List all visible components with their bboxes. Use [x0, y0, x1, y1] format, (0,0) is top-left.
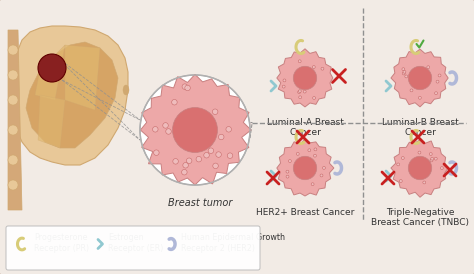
Polygon shape	[8, 30, 22, 210]
Text: Progesterone
Receptor (PR): Progesterone Receptor (PR)	[34, 233, 89, 253]
Circle shape	[313, 154, 317, 157]
Polygon shape	[250, 122, 252, 138]
Circle shape	[226, 127, 231, 132]
Circle shape	[283, 79, 286, 82]
Circle shape	[431, 157, 434, 160]
Circle shape	[219, 134, 224, 140]
Circle shape	[173, 107, 218, 153]
Circle shape	[322, 166, 325, 169]
Circle shape	[172, 99, 177, 105]
Circle shape	[8, 95, 18, 105]
Circle shape	[313, 96, 316, 99]
Circle shape	[298, 60, 301, 63]
Circle shape	[400, 180, 402, 182]
Circle shape	[397, 163, 400, 166]
Circle shape	[312, 65, 315, 68]
Circle shape	[8, 125, 18, 135]
Circle shape	[418, 151, 421, 154]
Circle shape	[438, 74, 441, 77]
Circle shape	[435, 92, 438, 95]
Circle shape	[314, 148, 317, 151]
Circle shape	[153, 127, 158, 132]
Circle shape	[286, 170, 289, 173]
Polygon shape	[65, 45, 100, 110]
Circle shape	[185, 85, 190, 91]
Text: Human Epidermal Growth
Receptor 2 (HER2): Human Epidermal Growth Receptor 2 (HER2)	[181, 233, 285, 253]
Ellipse shape	[123, 85, 129, 95]
Circle shape	[308, 149, 311, 152]
Circle shape	[423, 181, 426, 184]
Circle shape	[213, 163, 219, 169]
Circle shape	[311, 183, 314, 185]
Circle shape	[8, 155, 18, 165]
Circle shape	[434, 157, 437, 160]
Circle shape	[289, 160, 292, 162]
Circle shape	[166, 129, 171, 134]
Circle shape	[429, 153, 432, 155]
Circle shape	[299, 90, 301, 93]
Circle shape	[182, 84, 188, 89]
Circle shape	[403, 70, 406, 73]
Circle shape	[163, 123, 168, 128]
Polygon shape	[26, 42, 118, 148]
Circle shape	[227, 153, 233, 158]
Circle shape	[408, 156, 432, 180]
Circle shape	[8, 180, 18, 190]
Circle shape	[303, 90, 306, 93]
Text: HER2+ Breast Cancer: HER2+ Breast Cancer	[256, 208, 354, 217]
Circle shape	[405, 75, 408, 78]
Circle shape	[140, 75, 250, 185]
Circle shape	[183, 162, 188, 168]
Polygon shape	[10, 26, 128, 165]
Circle shape	[320, 174, 323, 177]
Circle shape	[182, 169, 187, 175]
Circle shape	[216, 152, 221, 157]
Circle shape	[196, 156, 201, 162]
Polygon shape	[391, 49, 448, 107]
Circle shape	[286, 175, 289, 178]
Circle shape	[38, 54, 66, 82]
Circle shape	[186, 158, 192, 164]
Circle shape	[296, 152, 299, 155]
Polygon shape	[38, 95, 65, 148]
Polygon shape	[277, 139, 334, 196]
Text: Breast tumor: Breast tumor	[168, 198, 232, 208]
Circle shape	[401, 156, 404, 159]
Polygon shape	[391, 140, 448, 197]
Circle shape	[402, 72, 405, 75]
Circle shape	[436, 80, 439, 83]
Circle shape	[8, 45, 18, 55]
Circle shape	[419, 96, 421, 99]
Polygon shape	[140, 74, 251, 185]
Circle shape	[204, 152, 210, 158]
Circle shape	[282, 85, 285, 88]
Circle shape	[154, 150, 159, 155]
Polygon shape	[277, 49, 333, 107]
Circle shape	[402, 68, 405, 71]
Circle shape	[321, 67, 324, 70]
Circle shape	[299, 96, 301, 99]
Circle shape	[410, 89, 413, 92]
Circle shape	[212, 109, 218, 115]
Circle shape	[293, 156, 317, 180]
Circle shape	[430, 159, 433, 162]
Text: Estrogen
Receptor (ER): Estrogen Receptor (ER)	[108, 233, 164, 253]
Text: Luminal-B Breast
Cancer: Luminal-B Breast Cancer	[382, 118, 458, 137]
Text: Luminal-A Breast
Cancer: Luminal-A Breast Cancer	[266, 118, 344, 137]
Circle shape	[208, 148, 214, 153]
Circle shape	[8, 70, 18, 80]
Circle shape	[427, 66, 429, 68]
Circle shape	[173, 159, 178, 164]
Text: Triple-Negative
Breast Cancer (TNBC): Triple-Negative Breast Cancer (TNBC)	[371, 208, 469, 227]
Circle shape	[440, 167, 443, 170]
Circle shape	[293, 66, 317, 90]
FancyBboxPatch shape	[6, 226, 260, 270]
Polygon shape	[35, 45, 65, 100]
Circle shape	[408, 66, 432, 90]
Circle shape	[298, 91, 301, 94]
